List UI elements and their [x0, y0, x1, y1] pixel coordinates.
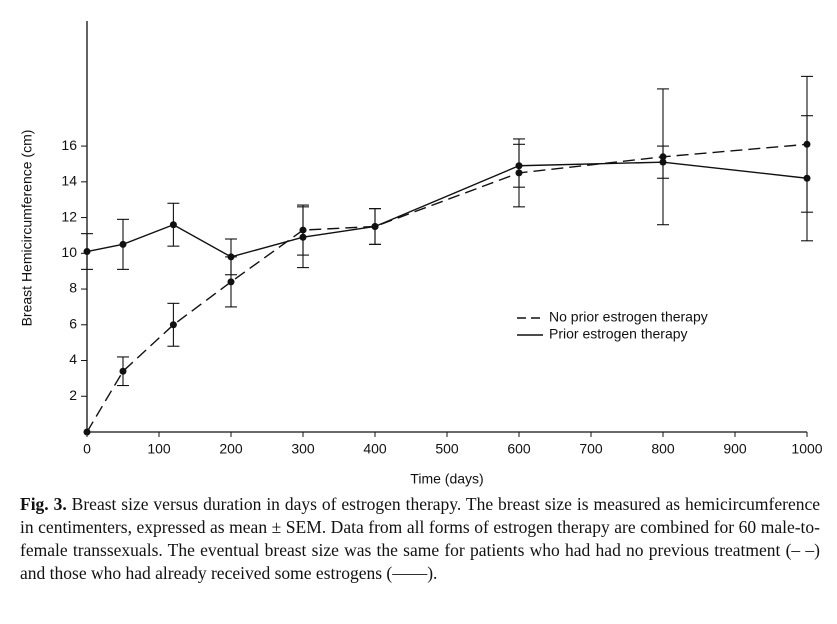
x-tick-label: 700 [579, 441, 603, 457]
data-point [659, 158, 667, 166]
data-point [803, 174, 811, 182]
data-point [299, 233, 307, 241]
x-axis-title: Time (days) [410, 471, 483, 487]
caption-label: Fig. 3. [20, 494, 67, 514]
data-point [227, 278, 235, 286]
y-tick-label: 8 [69, 280, 77, 296]
x-tick-label: 200 [219, 441, 243, 457]
y-tick-label: 16 [61, 137, 77, 153]
x-tick-label: 800 [651, 441, 675, 457]
x-tick-label: 400 [363, 441, 387, 457]
y-tick-label: 12 [61, 208, 77, 224]
x-tick-label: 900 [723, 441, 747, 457]
data-point [227, 253, 235, 261]
data-point [371, 223, 379, 230]
caption-text: Breast size versus duration in days of e… [20, 494, 821, 583]
y-tick-label: 2 [69, 387, 77, 403]
x-tick-label: 100 [147, 441, 171, 457]
y-tick-label: 14 [61, 173, 77, 189]
caption: Fig. 3. Breast size versus duration in d… [20, 493, 820, 585]
data-point [169, 221, 177, 229]
y-tick-label: 6 [69, 315, 77, 331]
data-point [83, 428, 91, 436]
x-tick-label: 0 [83, 441, 91, 457]
x-tick-label: 500 [435, 441, 459, 457]
series-line [86, 143, 808, 433]
series-line [86, 161, 808, 258]
chart: Time (days) Breast Hemicircumference (cm… [19, 21, 823, 487]
x-tick-label: 600 [507, 441, 531, 457]
legend-label: No prior estrogen therapy [549, 309, 708, 325]
y-tick-label: 4 [69, 351, 77, 367]
y-axis-title: Breast Hemicircumference (cm) [19, 130, 35, 327]
x-tick-label: 1000 [791, 441, 822, 457]
legend-label: Prior estrogen therapy [549, 326, 688, 342]
data-point [169, 321, 177, 329]
data-point [83, 248, 91, 256]
data-point [119, 240, 127, 248]
y-tick-label: 10 [61, 244, 77, 260]
data-point [119, 367, 127, 375]
data-point [515, 162, 523, 170]
x-tick-label: 300 [291, 441, 315, 457]
